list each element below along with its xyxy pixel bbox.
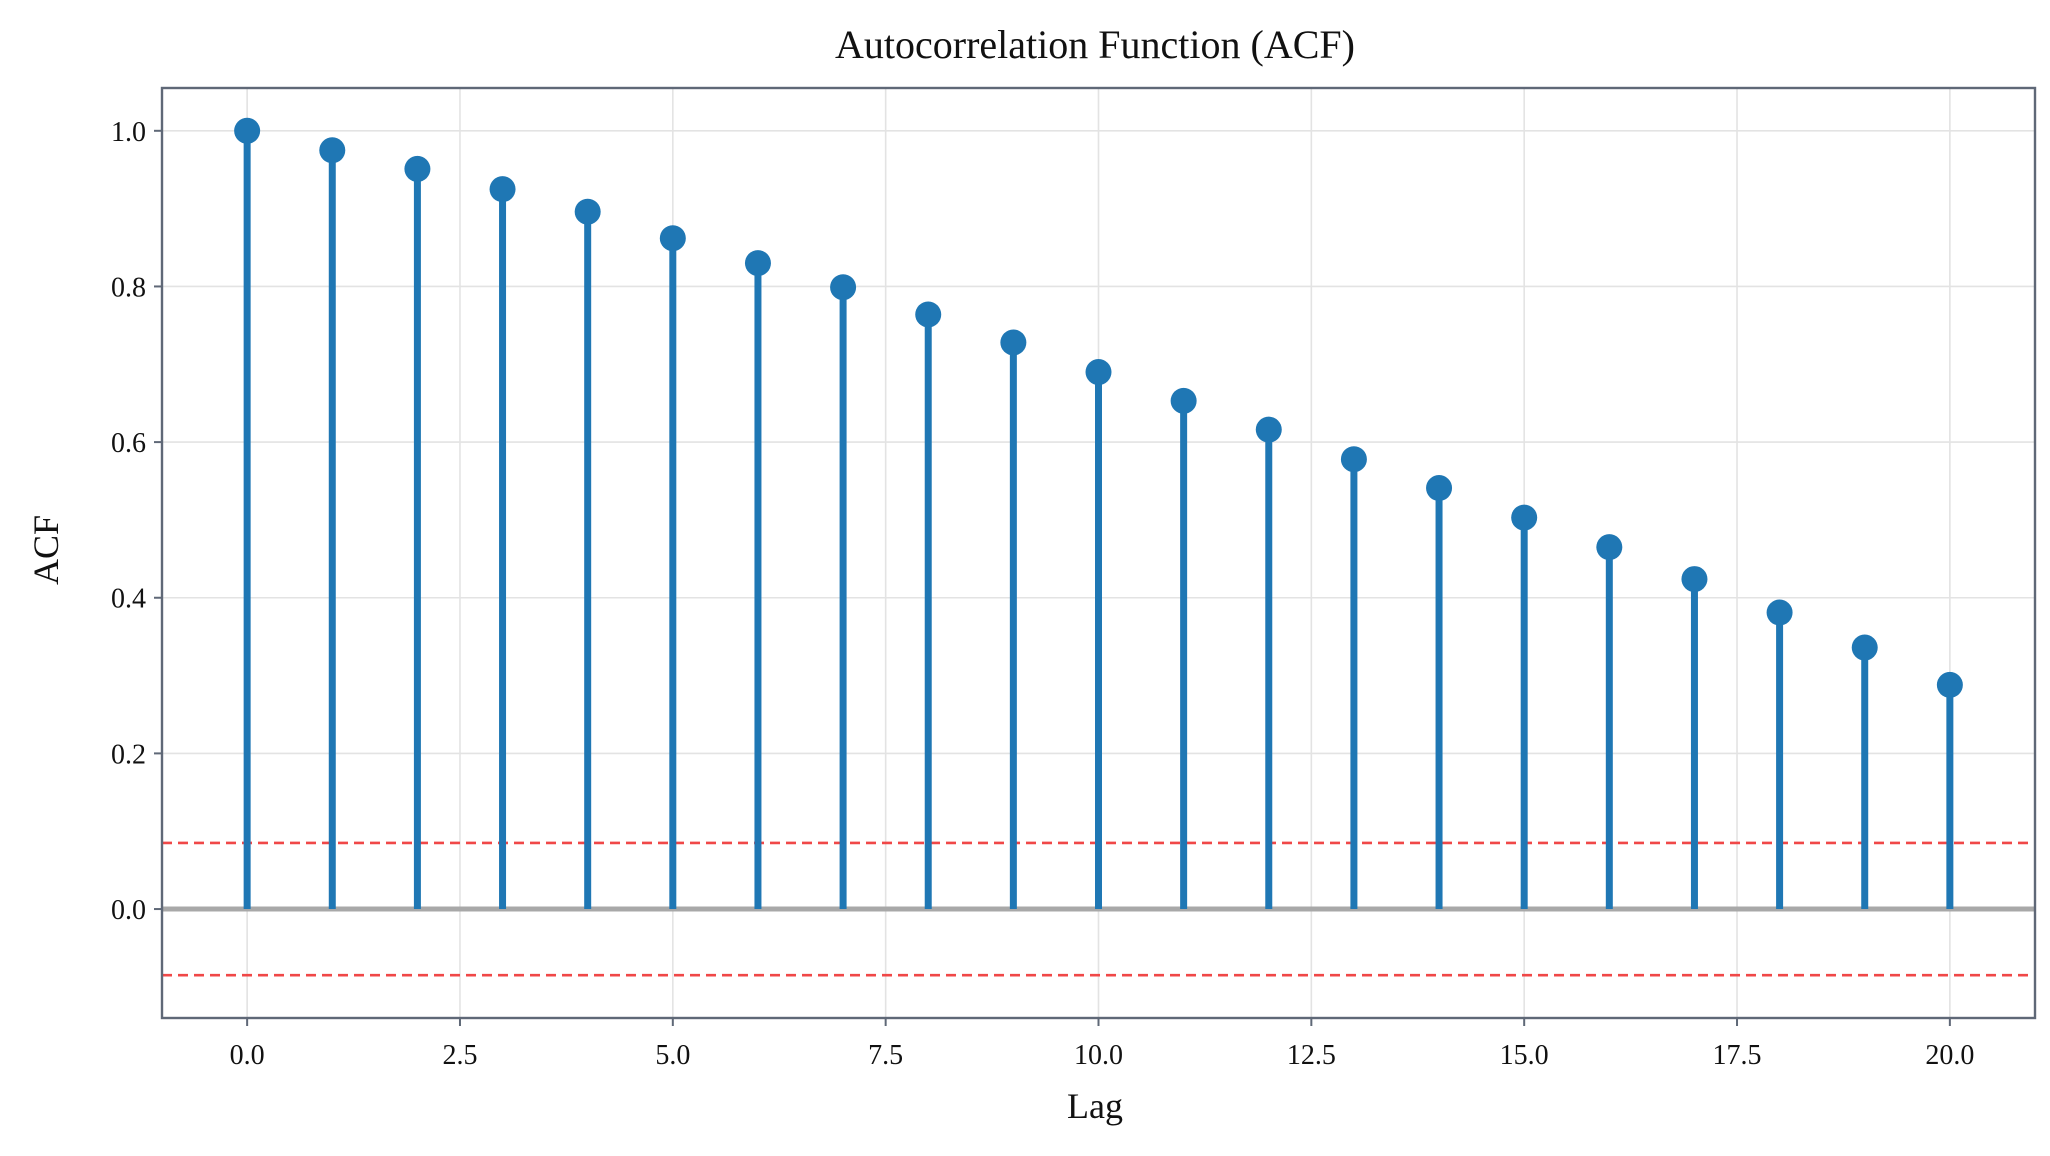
stem-marker xyxy=(1936,671,1963,698)
stem-marker xyxy=(915,301,942,328)
y-tick-label: 0.4 xyxy=(111,584,146,615)
stem-marker xyxy=(1596,534,1623,561)
stem-marker xyxy=(404,155,431,182)
stem-marker xyxy=(1851,634,1878,661)
y-tick-label: 0.0 xyxy=(111,895,146,926)
x-tick-label: 2.5 xyxy=(442,1040,477,1071)
x-axis-label: Lag xyxy=(1067,1086,1123,1126)
stem-marker xyxy=(1681,566,1708,593)
markers xyxy=(234,117,1963,698)
stem-marker xyxy=(830,274,857,301)
x-tick-label: 20.0 xyxy=(1925,1040,1974,1071)
x-tick-label: 0.0 xyxy=(230,1040,265,1071)
x-tick-label: 12.5 xyxy=(1287,1040,1336,1071)
y-axis-label: ACF xyxy=(26,515,66,585)
y-tick-label: 0.6 xyxy=(111,428,146,459)
stems xyxy=(243,130,1954,910)
stem-marker xyxy=(319,137,346,164)
stem-marker xyxy=(1426,475,1453,502)
stem-marker xyxy=(1511,504,1538,531)
stem-marker xyxy=(1255,416,1282,443)
x-tick-label: 10.0 xyxy=(1074,1040,1123,1071)
x-tick-label: 5.0 xyxy=(655,1040,690,1071)
y-tick-label: 0.2 xyxy=(111,739,146,770)
x-tick-label: 15.0 xyxy=(1500,1040,1549,1071)
stem-marker xyxy=(744,250,771,277)
stem-marker xyxy=(574,198,601,225)
stem-marker xyxy=(1766,599,1793,626)
y-axis-ticks: 0.0 0.2 0.4 0.6 0.8 1.0 xyxy=(111,117,162,926)
stem-marker xyxy=(1340,446,1367,473)
stem-marker xyxy=(1170,387,1197,414)
y-tick-label: 0.8 xyxy=(111,272,146,303)
x-axis-ticks: 0.0 2.5 5.0 7.5 10.0 12.5 15.0 17.5 20.0 xyxy=(230,1018,1974,1071)
stem-marker xyxy=(1000,329,1027,356)
x-tick-label: 17.5 xyxy=(1713,1040,1762,1071)
y-tick-label: 1.0 xyxy=(111,117,146,148)
stem-marker xyxy=(234,117,261,144)
stem-marker xyxy=(489,176,516,203)
stem-marker xyxy=(659,225,686,252)
chart-title: Autocorrelation Function (ACF) xyxy=(835,22,1355,67)
stem-marker xyxy=(1085,359,1112,386)
x-tick-label: 7.5 xyxy=(868,1040,903,1071)
